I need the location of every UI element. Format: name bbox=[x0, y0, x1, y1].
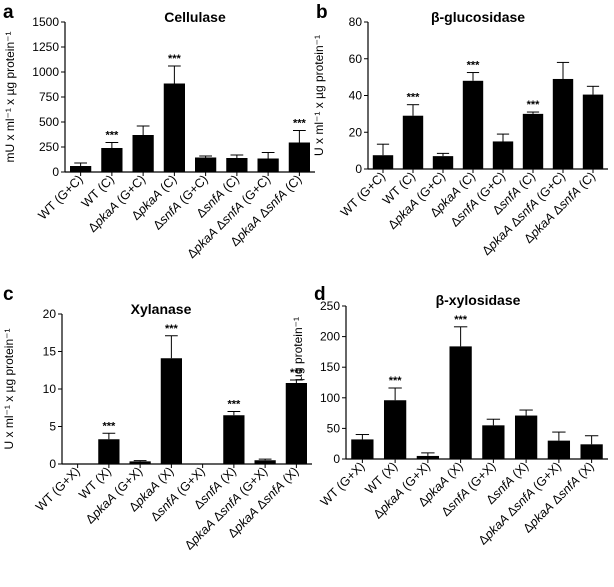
significance-label: *** bbox=[168, 53, 182, 65]
y-tick-label: 20 bbox=[349, 125, 363, 139]
bar bbox=[226, 158, 248, 172]
chart-title: β-glucosidase bbox=[431, 9, 525, 25]
chart-panel-a: a Cellulase mU x ml⁻¹ x µg protein⁻¹ 0 250 50… bbox=[3, 2, 315, 261]
y-tick-label: 0 bbox=[49, 457, 56, 471]
significance-label: *** bbox=[227, 399, 241, 411]
y-tick-label: 0 bbox=[333, 452, 340, 466]
category-label: WT (G+C) bbox=[35, 172, 85, 222]
bar bbox=[132, 135, 154, 172]
y-tick-label: 0 bbox=[52, 165, 59, 179]
significance-label: *** bbox=[407, 92, 421, 104]
significance-label: *** bbox=[293, 118, 307, 130]
y-axis-label: U x ml⁻¹ x µg protein⁻¹ bbox=[2, 329, 16, 450]
bar bbox=[288, 142, 310, 172]
bar bbox=[462, 80, 484, 169]
y-axis-label: U x ml⁻¹ x µg protein⁻¹ bbox=[312, 35, 326, 156]
bar bbox=[482, 425, 505, 459]
chart-title: β-xylosidase bbox=[436, 292, 521, 308]
bar bbox=[223, 415, 245, 464]
bar bbox=[582, 94, 604, 169]
y-tick-label: 40 bbox=[349, 89, 363, 103]
bar bbox=[580, 444, 603, 459]
category-label-part: WT (G+C) bbox=[338, 169, 388, 219]
significance-label: *** bbox=[389, 375, 403, 387]
category-label: WT (G+C) bbox=[338, 169, 388, 219]
bar bbox=[254, 460, 276, 464]
significance-label: *** bbox=[105, 130, 119, 142]
chart-title: Cellulase bbox=[164, 9, 226, 25]
bar bbox=[552, 78, 574, 169]
y-tick-label: 80 bbox=[349, 15, 363, 29]
y-axis-label: mU x ml⁻¹ x µg protein⁻¹ bbox=[291, 317, 305, 448]
y-tick-label: 1500 bbox=[32, 15, 59, 29]
chart-title: Xylanase bbox=[131, 301, 192, 317]
y-tick-label: 150 bbox=[320, 360, 340, 374]
y-tick-label: 0 bbox=[355, 162, 362, 176]
y-tick-label: 1250 bbox=[32, 40, 59, 54]
y-tick-label: 200 bbox=[320, 330, 340, 344]
bar bbox=[522, 113, 544, 169]
y-tick-label: 10 bbox=[43, 382, 57, 396]
panel-letter: b bbox=[316, 2, 328, 23]
category-label: WT (G+X) bbox=[33, 464, 83, 514]
bar bbox=[416, 455, 440, 459]
y-tick-label: 60 bbox=[349, 52, 363, 66]
y-tick-label: 20 bbox=[43, 307, 57, 321]
y-tick-label: 750 bbox=[39, 90, 59, 104]
panel-letter: d bbox=[314, 284, 326, 305]
y-tick-label: 250 bbox=[320, 299, 340, 313]
bar bbox=[98, 439, 120, 464]
bar bbox=[351, 439, 374, 459]
bar bbox=[163, 83, 185, 172]
bar bbox=[160, 358, 182, 464]
bar bbox=[432, 156, 454, 169]
y-tick-label: 15 bbox=[43, 345, 57, 359]
y-tick-label: 100 bbox=[320, 391, 340, 405]
bar bbox=[101, 148, 123, 172]
significance-label: *** bbox=[290, 367, 304, 379]
bar bbox=[402, 115, 424, 169]
chart-panel-b: b β-glucosidase U x ml⁻¹ x µg protein⁻¹ 0 20… bbox=[312, 2, 608, 258]
y-tick-label: 500 bbox=[39, 115, 59, 129]
bar bbox=[514, 415, 538, 459]
y-tick-label: 5 bbox=[49, 420, 56, 434]
bar bbox=[257, 158, 279, 172]
category-label-part: WT (G+X) bbox=[318, 459, 368, 509]
y-tick-label: 1000 bbox=[32, 65, 59, 79]
bar bbox=[195, 157, 217, 172]
significance-label: *** bbox=[454, 314, 468, 326]
bar bbox=[492, 141, 514, 169]
significance-label: *** bbox=[467, 60, 481, 72]
chart-panel-c: c Xylanase U x ml⁻¹ x µg protein⁻¹ 0 5 10 15 20… bbox=[2, 284, 312, 553]
chart-panel-d: d β-xylosidase mU x ml⁻¹ x µg protein⁻¹ 0 50… bbox=[291, 284, 608, 548]
y-tick-label: 50 bbox=[327, 421, 341, 435]
bar bbox=[449, 346, 472, 459]
category-label-part: WT (G+C) bbox=[35, 172, 85, 222]
bar bbox=[129, 461, 151, 464]
significance-label: *** bbox=[527, 99, 541, 111]
bar bbox=[285, 383, 307, 464]
panel-letter: a bbox=[3, 2, 14, 23]
bar bbox=[372, 155, 394, 169]
significance-label: *** bbox=[165, 323, 179, 335]
bar bbox=[547, 440, 571, 459]
y-axis-label: mU x ml⁻¹ x µg protein⁻¹ bbox=[3, 32, 17, 163]
bar bbox=[383, 400, 407, 459]
category-label-part: WT (G+X) bbox=[33, 464, 83, 514]
y-tick-label: 250 bbox=[39, 140, 59, 154]
significance-label: *** bbox=[102, 420, 116, 432]
panel-letter: c bbox=[3, 284, 14, 305]
bar bbox=[70, 166, 92, 172]
category-label: WT (G+X) bbox=[318, 459, 368, 509]
